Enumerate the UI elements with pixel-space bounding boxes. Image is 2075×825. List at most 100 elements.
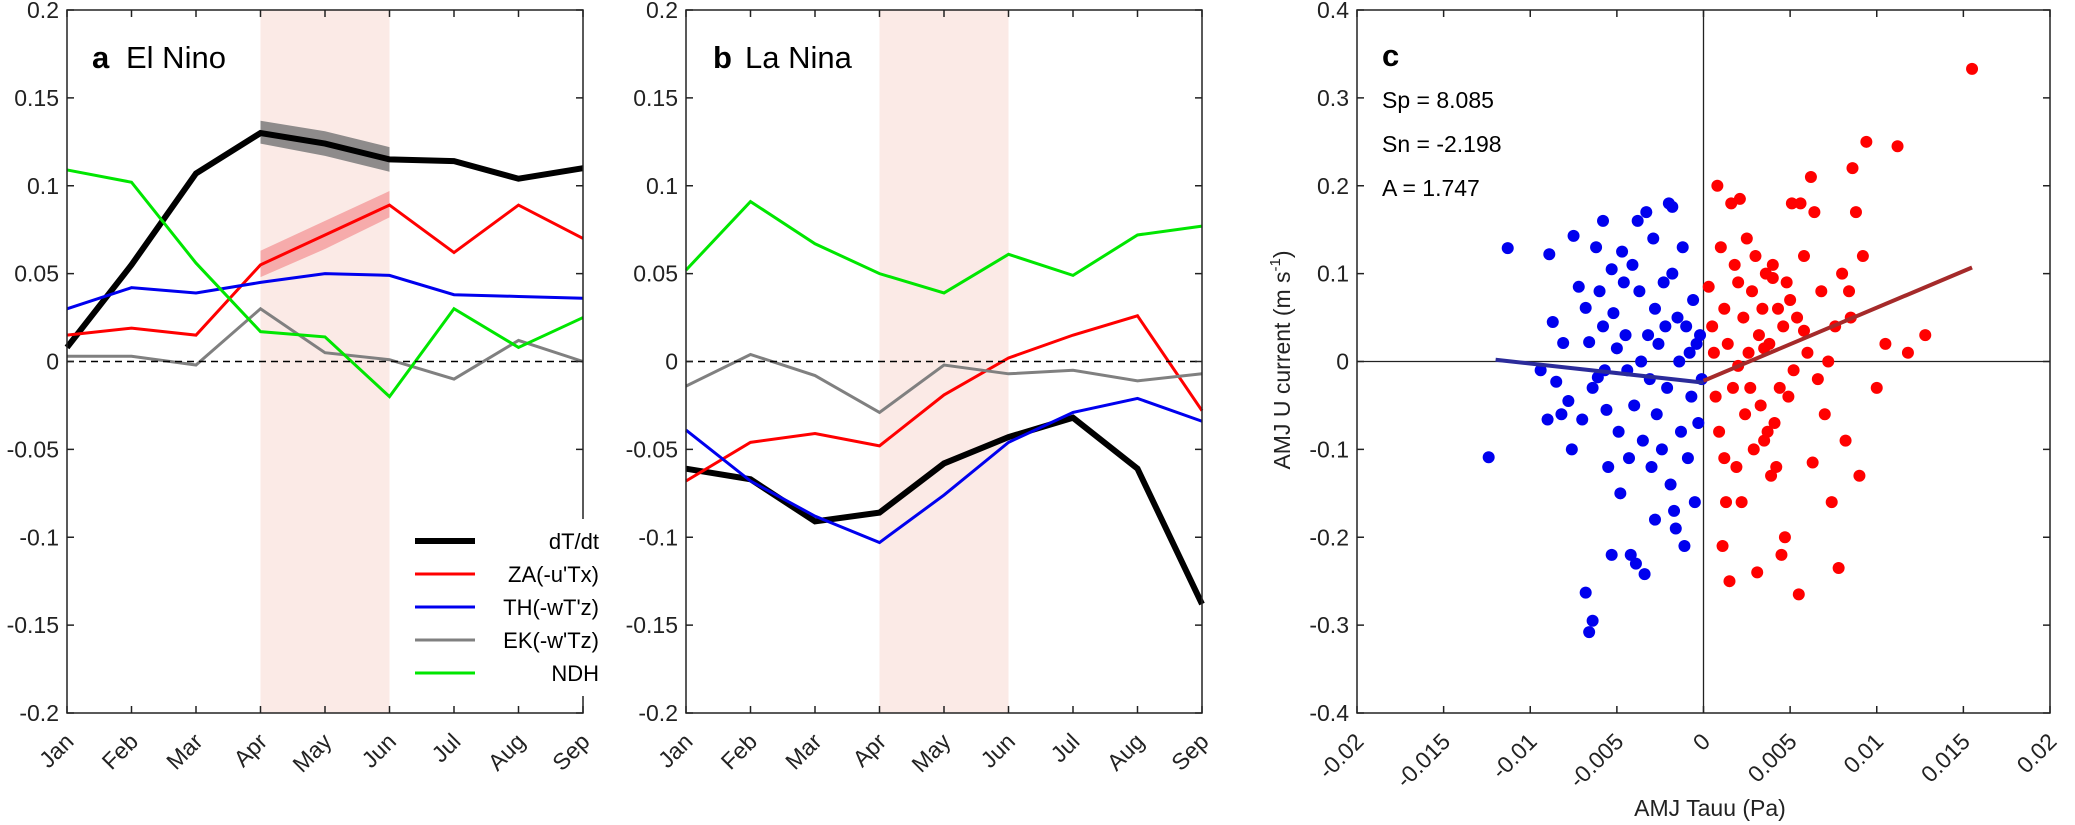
point-positive <box>1766 258 1779 271</box>
xtick-label-mar: Mar <box>780 728 827 775</box>
point-positive <box>1746 285 1759 298</box>
xtick-label-jul: Jul <box>426 728 465 767</box>
point-positive <box>1716 540 1729 553</box>
point-negative <box>1579 301 1592 314</box>
point-positive <box>1919 329 1932 342</box>
point-positive <box>1761 425 1774 438</box>
point-positive <box>1723 575 1736 588</box>
point-negative <box>1659 320 1672 333</box>
ytick-label: -0.4 <box>1309 700 1349 726</box>
point-positive <box>1815 285 1828 298</box>
ylabel-main: AMJ U current (m s <box>1269 271 1295 469</box>
ytick-label: 0.1 <box>1317 261 1349 287</box>
point-negative <box>1638 568 1651 581</box>
point-negative <box>1678 540 1691 553</box>
ytick-label: -0.2 <box>638 700 678 726</box>
panel-c-fit-lines <box>1495 265 1973 385</box>
point-positive <box>1730 460 1743 473</box>
point-negative <box>1614 487 1627 500</box>
point-negative <box>1687 293 1700 306</box>
point-positive <box>1744 381 1757 394</box>
ytick-label: 0.2 <box>1317 173 1349 199</box>
point-negative <box>1605 263 1618 276</box>
point-negative <box>1635 355 1648 368</box>
point-negative <box>1666 267 1679 280</box>
point-positive <box>1728 258 1741 271</box>
point-positive <box>1775 548 1788 561</box>
ytick-label: 0.2 <box>646 0 678 23</box>
point-positive <box>1822 355 1835 368</box>
panel-b-letter: b <box>713 40 732 75</box>
panel-a-series-lines <box>64 129 584 399</box>
xtick-label-feb: Feb <box>716 728 762 774</box>
point-positive <box>1721 337 1734 350</box>
xtick-label: 0.01 <box>1838 728 1888 778</box>
point-negative <box>1482 451 1495 464</box>
ylabel-sup: -1 <box>1267 258 1284 271</box>
series-za-u-tx <box>685 314 1204 483</box>
point-negative <box>1590 241 1603 254</box>
point-negative <box>1655 443 1668 456</box>
point-positive <box>1740 232 1753 245</box>
xtick-label-jan: Jan <box>653 728 698 773</box>
ytick-label: 0 <box>1336 349 1349 375</box>
panel-c-ylabel: AMJ U current (m s-1) <box>1267 250 1295 469</box>
series-ndh <box>684 199 1203 295</box>
panel-a-letter: a <box>92 40 110 75</box>
point-negative <box>1668 504 1681 517</box>
xtick-label: 0.02 <box>2011 728 2061 778</box>
point-positive <box>1801 346 1814 359</box>
point-negative <box>1683 346 1696 359</box>
point-negative <box>1550 375 1563 388</box>
point-negative <box>1624 548 1637 561</box>
point-negative <box>1605 548 1618 561</box>
point-positive <box>1843 285 1856 298</box>
point-positive <box>1709 390 1722 403</box>
point-positive <box>1739 408 1752 421</box>
point-negative <box>1645 460 1658 473</box>
point-positive <box>1737 311 1750 324</box>
point-negative <box>1597 214 1610 227</box>
xtick-label-may: May <box>906 728 955 777</box>
ytick-label: -0.05 <box>626 436 678 462</box>
xtick-label-sep: Sep <box>547 728 594 775</box>
ytick-label: -0.2 <box>19 700 59 726</box>
point-negative <box>1576 413 1589 426</box>
point-negative <box>1664 478 1677 491</box>
point-negative <box>1669 522 1682 535</box>
ytick-label: 0.1 <box>646 173 678 199</box>
point-positive <box>1891 140 1904 153</box>
series-dt-dt <box>64 129 584 350</box>
xtick-label: -0.005 <box>1564 728 1629 793</box>
xtick-label-jun: Jun <box>356 728 401 773</box>
point-positive <box>1732 276 1745 289</box>
xtick-label: 0.005 <box>1743 728 1802 787</box>
point-positive <box>1811 373 1824 386</box>
panel-c-letter: c <box>1382 38 1399 73</box>
point-negative <box>1631 214 1644 227</box>
ylabel-close: ) <box>1269 250 1295 258</box>
point-negative <box>1692 417 1705 430</box>
fit-line-positive <box>1702 265 1973 383</box>
ytick-label: -0.05 <box>7 436 59 462</box>
legend-label-ndh: NDH <box>551 661 599 686</box>
xtick-label-jan: Jan <box>34 728 79 773</box>
xtick-label-aug: Aug <box>1102 728 1149 775</box>
point-positive <box>1806 456 1819 469</box>
point-negative <box>1583 626 1596 639</box>
point-positive <box>1714 241 1727 254</box>
point-negative <box>1629 557 1642 570</box>
ytick-label: 0.4 <box>1317 0 1349 23</box>
point-positive <box>1747 443 1760 456</box>
xtick-label-aug: Aug <box>483 728 530 775</box>
ytick-label: -0.1 <box>638 524 678 550</box>
point-negative <box>1555 408 1568 421</box>
point-positive <box>1808 206 1821 219</box>
point-positive <box>1966 62 1979 75</box>
point-positive <box>1782 390 1795 403</box>
point-negative <box>1688 496 1701 509</box>
point-positive <box>1718 452 1731 465</box>
point-negative <box>1583 336 1596 349</box>
point-negative <box>1541 413 1554 426</box>
